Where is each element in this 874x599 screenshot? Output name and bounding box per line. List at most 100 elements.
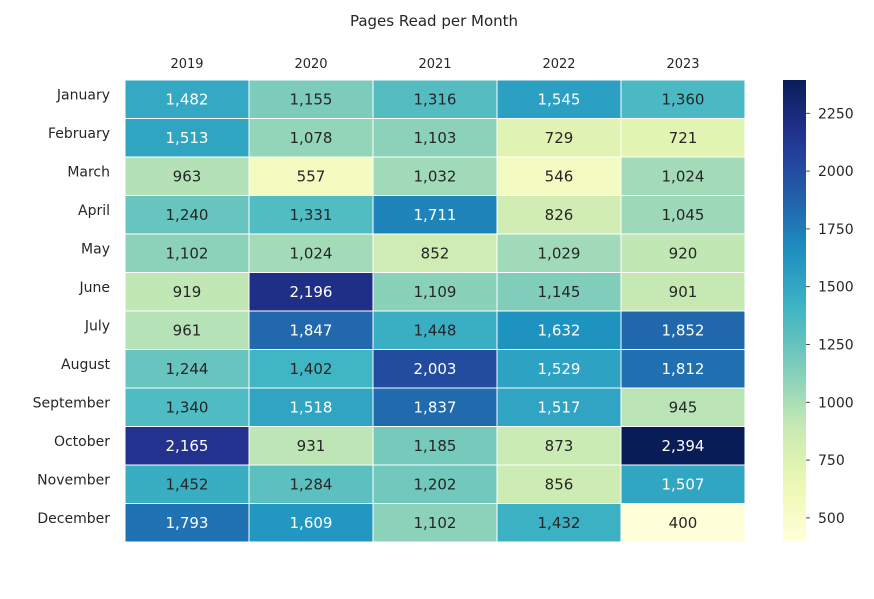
heatmap-cell	[372, 464, 498, 504]
heatmap-cell	[620, 426, 746, 466]
heatmap-cell	[248, 233, 374, 273]
heatmap-cell	[496, 426, 622, 466]
cell-value-label: 1,482	[166, 90, 209, 108]
heatmap-cell	[372, 233, 498, 273]
colorbar-tick-label: 1750	[818, 222, 854, 238]
y-tick-label: May	[81, 241, 110, 257]
heatmap-cell	[496, 349, 622, 389]
heatmap-cell	[620, 349, 746, 389]
heatmap-cell	[248, 156, 374, 196]
colorbar-ticks: 500 750 1000 1250 1500 1750 2000 2250	[806, 106, 854, 527]
y-tick-label: December	[37, 511, 110, 527]
cell-value-label: 901	[669, 283, 698, 301]
cell-value-label: 721	[669, 129, 698, 147]
heatmap-cell	[372, 426, 498, 466]
cell-value-label: 1,024	[290, 244, 333, 262]
x-tick-labels: 2019 2020 2021 2022 2023	[170, 57, 699, 72]
cell-value-label: 826	[545, 206, 574, 224]
heatmap-cell	[124, 195, 250, 235]
cell-value-label: 1,331	[290, 206, 333, 224]
cell-value-label: 1,202	[414, 475, 457, 493]
y-tick-label: April	[78, 203, 110, 219]
y-tick-label: March	[67, 164, 110, 180]
cell-value-label: 2,165	[166, 437, 209, 455]
cell-value-label: 1,185	[414, 437, 457, 455]
heatmap-cell	[124, 464, 250, 504]
y-tick-label: August	[61, 357, 111, 373]
cell-value-label: 729	[545, 129, 574, 147]
heatmap-cell	[372, 118, 498, 158]
cell-value-label: 1,102	[166, 244, 209, 262]
cell-value-label: 1,340	[166, 398, 209, 416]
cell-value-label: 1,517	[538, 398, 581, 416]
cell-value-label: 1,609	[290, 514, 333, 532]
heatmap-cell	[248, 426, 374, 466]
cell-value-label: 1,518	[290, 398, 333, 416]
cell-value-label: 945	[669, 398, 698, 416]
heatmap-cell	[620, 387, 746, 427]
cell-value-label: 1,240	[166, 206, 209, 224]
cell-value-label: 546	[545, 167, 574, 185]
cell-value-label: 2,196	[290, 283, 333, 301]
cell-value-label: 1,045	[662, 206, 705, 224]
y-tick-label: October	[54, 434, 110, 450]
cell-value-label: 2,394	[662, 437, 705, 455]
cell-value-label: 1,102	[414, 514, 457, 532]
heatmap-cells: 1,482 1,155 1,316 1,545 1,360 1,513 1,078 1,103…	[124, 79, 746, 543]
cell-value-label: 961	[173, 321, 202, 339]
cell-value-label: 1,155	[290, 90, 333, 108]
cell-value-label: 1,545	[538, 90, 581, 108]
cell-value-label: 1,812	[662, 360, 705, 378]
x-tick-label: 2019	[170, 57, 203, 72]
heatmap-cell	[620, 464, 746, 504]
cell-value-label: 919	[173, 283, 202, 301]
cell-value-label: 963	[173, 167, 202, 185]
heatmap-cell	[372, 503, 498, 543]
cell-value-label: 1,360	[662, 90, 705, 108]
heatmap-cell	[496, 464, 622, 504]
cell-value-label: 931	[297, 437, 326, 455]
heatmap-cell	[124, 349, 250, 389]
x-tick-label: 2023	[666, 57, 699, 72]
heatmap-cell	[124, 426, 250, 466]
colorbar-tick-label: 1250	[818, 337, 854, 353]
x-tick-label: 2020	[294, 57, 327, 72]
x-tick-label: 2022	[542, 57, 575, 72]
cell-value-label: 1,793	[166, 514, 209, 532]
colorbar-tick-label: 2000	[818, 164, 854, 180]
heatmap-cell	[248, 387, 374, 427]
cell-value-label: 1,078	[290, 129, 333, 147]
heatmap-cell	[496, 272, 622, 312]
heatmap-cell	[620, 272, 746, 312]
cell-value-label: 2,003	[414, 360, 457, 378]
heatmap-cell	[496, 503, 622, 543]
heatmap-cell	[124, 79, 250, 119]
cell-value-label: 1,244	[166, 360, 209, 378]
heatmap-cell	[248, 79, 374, 119]
cell-value-label: 1,145	[538, 283, 581, 301]
cell-value-label: 1,109	[414, 283, 457, 301]
colorbar-tick-label: 1000	[818, 395, 854, 411]
heatmap-cell	[124, 503, 250, 543]
cell-value-label: 856	[545, 475, 574, 493]
colorbar-tick-label: 2250	[818, 106, 854, 122]
colorbar-tick-label: 500	[818, 511, 845, 527]
heatmap-cell	[620, 195, 746, 235]
heatmap-cell	[248, 503, 374, 543]
chart-title: Pages Read per Month	[350, 12, 518, 30]
heatmap-cell	[124, 118, 250, 158]
y-tick-labels: January February March April May June July Augu…	[33, 87, 111, 527]
heatmap-cell	[620, 118, 746, 158]
colorbar-gradient	[783, 80, 806, 541]
cell-value-label: 1,513	[166, 129, 209, 147]
colorbar: 500 750 1000 1250 1500 1750 2000 2250	[783, 80, 854, 541]
cell-value-label: 557	[297, 167, 326, 185]
y-tick-label: November	[37, 472, 110, 488]
cell-value-label: 1,402	[290, 360, 333, 378]
cell-value-label: 1,507	[662, 475, 705, 493]
cell-value-label: 873	[545, 437, 574, 455]
cell-value-label: 1,837	[414, 398, 457, 416]
y-tick-label: September	[33, 395, 111, 411]
heatmap-cell	[248, 195, 374, 235]
